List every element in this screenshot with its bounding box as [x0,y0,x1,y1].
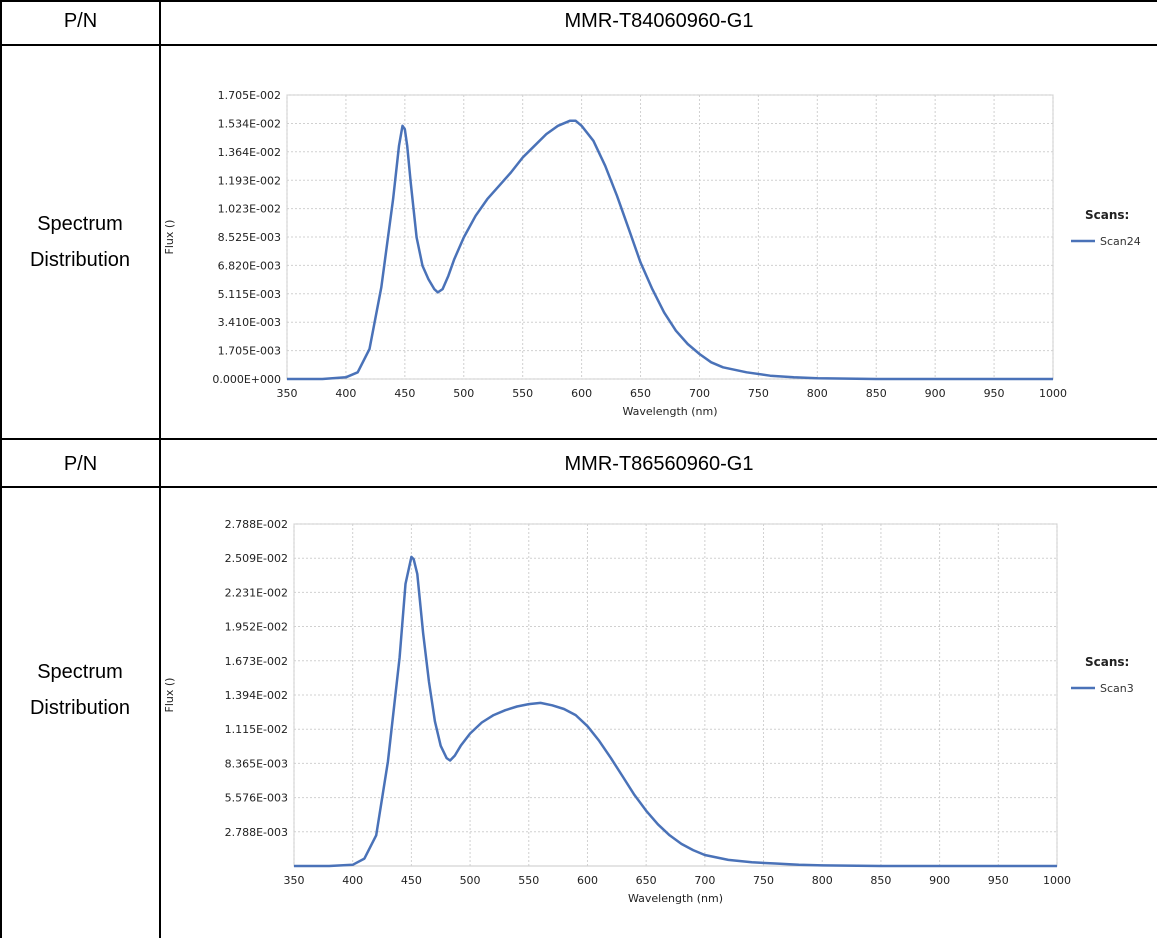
table-border-left [0,0,2,938]
y-tick-label: 1.673E-002 [225,655,288,668]
y-tick-label: 1.193E-002 [218,174,281,187]
x-tick-label: 800 [812,874,833,887]
spectrum-label-2: Spectrum Distribution [2,654,158,726]
table-border-top [0,0,1157,2]
x-tick-label: 400 [342,874,363,887]
x-tick-label: 650 [636,874,657,887]
x-tick-label: 1000 [1039,387,1067,400]
pn-label-2: P/N [63,453,98,475]
x-tick-label: 750 [748,387,769,400]
y-tick-label: 1.952E-002 [225,621,288,634]
spectrum-label-line-1: Spectrum [37,213,123,235]
pn-value-2: MMR-T86560960-G1 [564,453,754,475]
y-tick-label: 1.115E-002 [225,723,288,736]
y-axis-label: Flux () [163,220,176,255]
spectrum-label-line-2: Distribution [29,697,131,719]
y-tick-label: 3.410E-003 [218,316,281,329]
x-tick-label: 850 [866,387,887,400]
y-tick-label: 1.364E-002 [218,146,281,159]
legend-title: Scans: [1085,208,1129,222]
y-tick-label: 8.525E-003 [218,231,281,244]
x-axis-label: Wavelength (nm) [628,892,723,905]
x-tick-label: 350 [277,387,298,400]
x-tick-label: 350 [284,874,305,887]
y-axis-label: Flux () [163,678,176,713]
y-tick-label: 2.788E-003 [225,826,288,839]
spectrum-label-line-1: Spectrum [37,661,123,683]
y-tick-label: 1.534E-002 [218,117,281,130]
x-tick-label: 400 [335,387,356,400]
plot-area [286,94,1054,380]
x-tick-label: 750 [753,874,774,887]
legend-entry: Scan3 [1100,682,1134,695]
table-border-row1 [0,44,1157,46]
x-tick-label: 850 [870,874,891,887]
x-tick-label: 600 [571,387,592,400]
pn-value-1: MMR-T84060960-G1 [564,10,754,32]
pn-label-1: P/N [63,10,98,32]
spectrum-label-line-2: Distribution [29,249,131,271]
y-tick-label: 2.509E-002 [225,552,288,565]
spectrum-label-1: Spectrum Distribution [2,206,158,278]
y-tick-label: 8.365E-003 [225,757,288,770]
x-axis-label: Wavelength (nm) [622,405,717,418]
x-tick-label: 600 [577,874,598,887]
x-tick-label: 550 [512,387,533,400]
legend-title: Scans: [1085,655,1129,669]
table-border-row2 [0,438,1157,440]
x-tick-label: 700 [694,874,715,887]
series-line [294,555,1057,868]
y-tick-label: 5.576E-003 [225,792,288,805]
x-tick-label: 800 [807,387,828,400]
x-tick-label: 1000 [1043,874,1071,887]
x-tick-label: 450 [394,387,415,400]
y-tick-label: 6.820E-003 [218,259,281,272]
x-tick-label: 700 [689,387,710,400]
legend-entry: Scan24 [1100,235,1141,248]
y-tick-label: 2.231E-002 [225,586,288,599]
x-tick-label: 650 [630,387,651,400]
y-tick-label: 1.394E-002 [225,689,288,702]
x-tick-label: 900 [929,874,950,887]
x-tick-label: 950 [984,387,1005,400]
y-tick-label: 0.000E+000 [212,373,281,386]
x-tick-label: 550 [518,874,539,887]
x-tick-label: 900 [925,387,946,400]
table-border-mid [159,0,161,938]
spectrum-chart-1: 350 400 450 500 550 600 650 700 750 800 850 900 950 1… [163,89,1141,418]
spectrum-chart-2: 350 400 450 500 550 600 650 700 750 800 850 900 950 1… [163,518,1134,905]
x-tick-label: 500 [453,387,474,400]
x-tick-label: 500 [460,874,481,887]
x-tick-label: 950 [988,874,1009,887]
y-tick-label: 2.788E-002 [225,518,288,531]
series-line [287,119,1053,381]
y-tick-label: 1.023E-002 [218,203,281,216]
x-tick-label: 450 [401,874,422,887]
table-border-row3 [0,486,1157,488]
y-tick-label: 5.115E-003 [218,288,281,301]
y-tick-label: 1.705E-002 [218,89,281,102]
y-tick-label: 1.705E-003 [218,345,281,358]
